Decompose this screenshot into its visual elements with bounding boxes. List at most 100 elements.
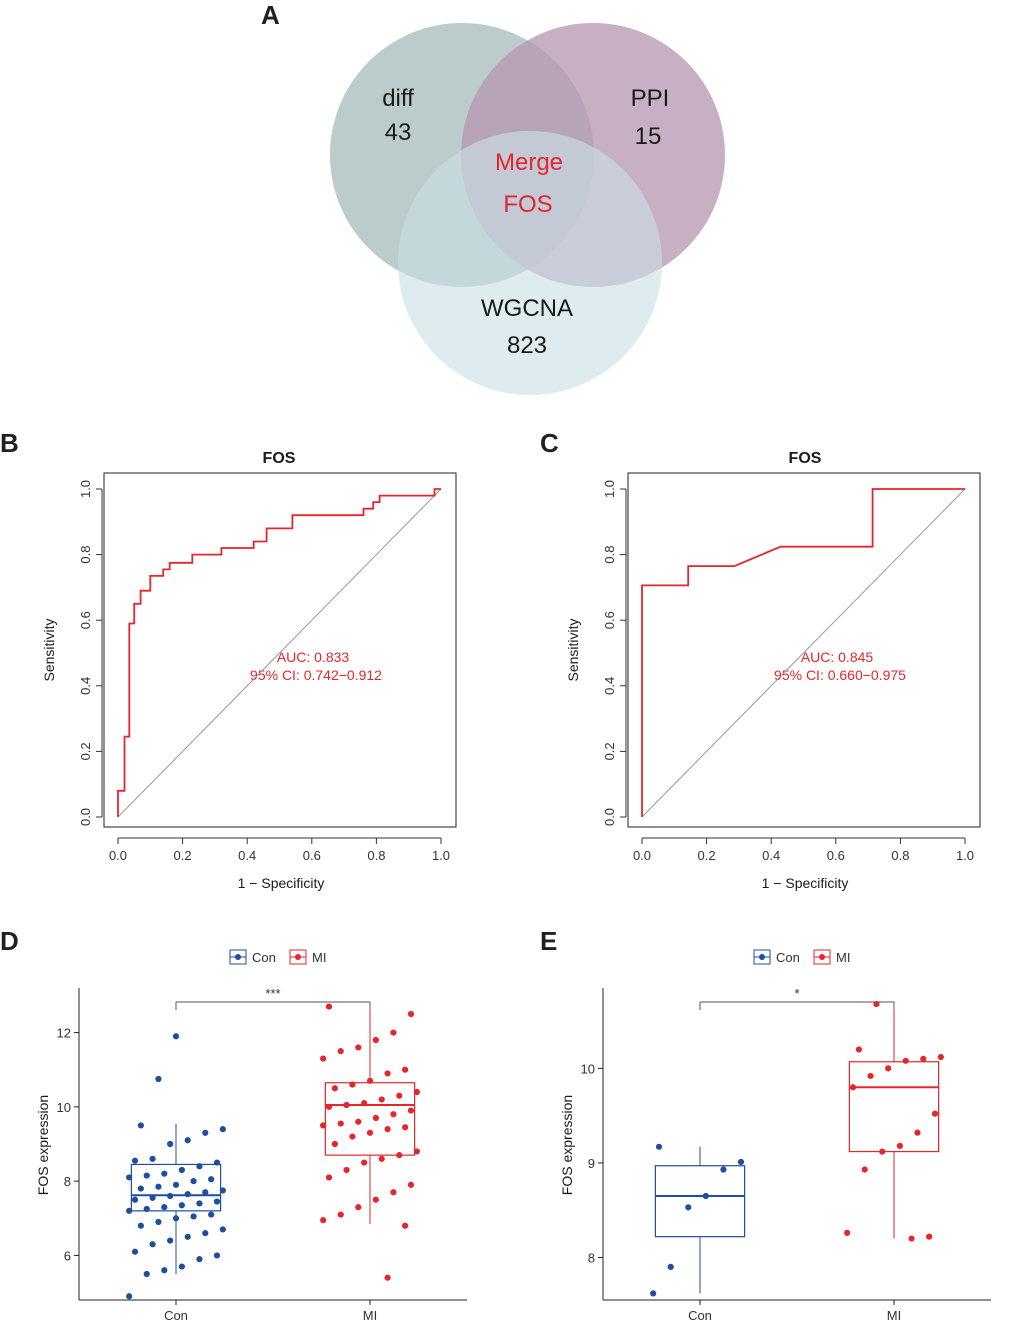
venn-count-ppi: 15: [635, 123, 662, 150]
legend-key-dot: [759, 954, 765, 960]
data-point: [396, 1092, 403, 1099]
legend-label: Con: [252, 950, 276, 965]
data-point: [202, 1189, 209, 1196]
legend-label: MI: [312, 950, 326, 965]
data-point: [685, 1204, 692, 1211]
data-point: [879, 1148, 886, 1155]
data-point: [407, 1181, 415, 1188]
auc-label: AUC: 0.833: [277, 649, 350, 665]
box-iqr: [654, 1165, 746, 1238]
data-point: [190, 1178, 197, 1185]
data-point: [167, 1140, 174, 1148]
chart-title: FOS: [789, 450, 822, 467]
y-tick-label: 10: [581, 1061, 595, 1076]
data-point: [413, 1088, 420, 1096]
data-point: [702, 1192, 709, 1200]
data-point: [390, 1029, 397, 1036]
data-point: [320, 1217, 327, 1224]
x-tick-label: 0.8: [891, 848, 909, 863]
venn-circle-wgcna: [398, 131, 662, 395]
data-point: [650, 1290, 657, 1297]
chart-title: FOS: [263, 450, 296, 467]
panel-letter-c: C: [540, 428, 559, 458]
auc-label: AUC: 0.845: [801, 649, 874, 665]
data-point: [155, 1218, 162, 1226]
data-point: [202, 1129, 209, 1136]
legend-label: MI: [836, 950, 850, 965]
data-point: [402, 1222, 409, 1229]
data-point: [178, 1263, 185, 1270]
data-point: [178, 1166, 185, 1174]
data-point: [343, 1101, 350, 1109]
y-tick-label: 8: [64, 1174, 71, 1189]
data-point: [349, 1081, 356, 1088]
y-tick-label: 12: [57, 1026, 71, 1041]
venn-label-diff: diff: [382, 85, 414, 112]
data-point: [349, 1133, 356, 1140]
data-point: [126, 1207, 133, 1214]
significance-label: *: [794, 986, 799, 1001]
data-point: [161, 1170, 168, 1177]
y-tick-label: 1.0: [602, 480, 617, 498]
plot-frame: [627, 472, 981, 828]
data-point: [325, 1103, 333, 1110]
y-axis-label: FOS expression: [35, 1095, 51, 1195]
data-point: [355, 1204, 362, 1211]
data-point: [384, 1274, 391, 1281]
data-point: [372, 1036, 379, 1044]
data-point: [126, 1293, 133, 1300]
data-point: [219, 1226, 226, 1233]
data-point: [143, 1205, 150, 1213]
data-point: [667, 1263, 674, 1271]
data-point: [131, 1248, 139, 1255]
x-tick-label: Con: [688, 1308, 712, 1321]
data-point: [844, 1229, 851, 1236]
data-point: [384, 1126, 391, 1133]
data-point: [873, 1000, 880, 1008]
data-point: [361, 1159, 368, 1166]
data-point: [366, 1077, 374, 1084]
data-point: [155, 1183, 162, 1190]
data-point: [908, 1235, 915, 1242]
x-tick-label: 0.6: [303, 848, 321, 863]
data-point: [920, 1055, 927, 1063]
box-iqr: [130, 1163, 222, 1212]
box-iqr: [848, 1061, 940, 1153]
chance-diagonal: [641, 488, 966, 818]
data-point: [849, 1084, 857, 1091]
data-point: [402, 1066, 409, 1073]
data-point: [131, 1196, 139, 1203]
data-point: [931, 1110, 939, 1117]
data-point: [131, 1157, 139, 1164]
data-point: [143, 1270, 150, 1278]
data-point: [413, 1148, 420, 1155]
data-point: [320, 1122, 327, 1129]
data-point: [149, 1194, 156, 1201]
data-point: [137, 1222, 144, 1229]
data-point: [184, 1233, 191, 1240]
y-axis-label: Sensitivity: [565, 618, 581, 681]
data-point: [896, 1142, 903, 1149]
data-point: [167, 1237, 174, 1244]
data-point: [331, 1085, 338, 1092]
x-tick-label: 0.2: [174, 848, 192, 863]
data-point: [384, 1070, 391, 1077]
venn-count-diff: 43: [385, 119, 412, 146]
data-point: [861, 1166, 868, 1173]
y-tick-label: 0.2: [602, 742, 617, 760]
panel-letter-b: B: [0, 428, 19, 458]
data-point: [219, 1126, 226, 1133]
venn-merge-gene: FOS: [503, 191, 552, 218]
panel-letter-d: D: [0, 926, 19, 956]
data-point: [213, 1159, 221, 1166]
data-point: [208, 1211, 215, 1218]
y-tick-label: 0.4: [78, 677, 93, 695]
y-tick-label: 0.6: [602, 611, 617, 629]
roc-curve: [641, 488, 965, 817]
venn-count-wgcna: 823: [507, 332, 547, 359]
data-point: [161, 1267, 168, 1274]
roc-chart-b: FOS AUC: 0.833 95% CI: 0.742−0.912 1 − S…: [41, 450, 457, 891]
y-axis-label: Sensitivity: [41, 618, 57, 681]
x-tick-label: 1.0: [432, 848, 450, 863]
